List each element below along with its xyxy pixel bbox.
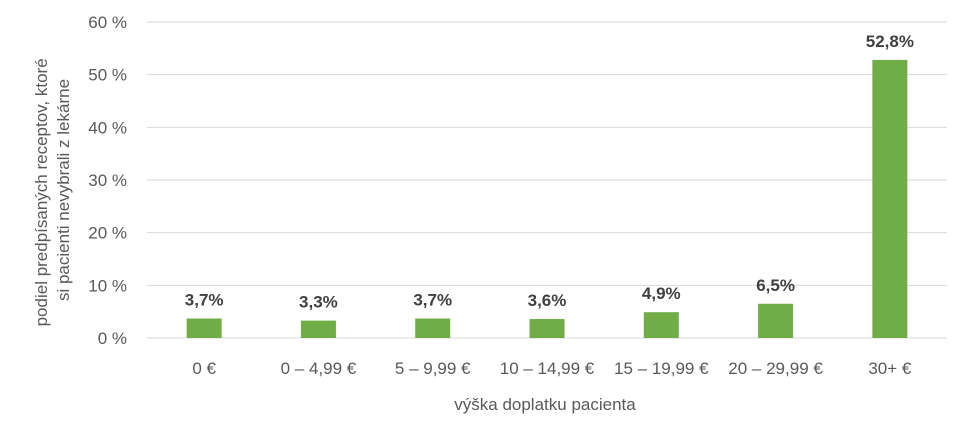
y-tick-label: 10 % xyxy=(88,276,127,295)
x-axis-title: výška doplatku pacienta xyxy=(454,395,636,414)
x-tick-label: 5 – 9,99 € xyxy=(395,359,471,378)
data-label: 3,7% xyxy=(413,291,452,310)
y-tick-label: 50 % xyxy=(88,66,127,85)
y-tick-label: 40 % xyxy=(88,118,127,137)
data-label: 52,8% xyxy=(866,32,914,51)
bars xyxy=(186,59,908,339)
bar xyxy=(186,318,222,338)
x-tick-label: 20 – 29,99 € xyxy=(728,359,823,378)
y-axis-title: podiel predpísaných receptov, ktoré si p… xyxy=(32,54,73,327)
data-label: 3,6% xyxy=(528,291,567,310)
bar xyxy=(872,59,908,339)
data-label: 4,9% xyxy=(642,284,681,303)
x-axis-ticks: 0 € 0 – 4,99 € 5 – 9,99 € 10 – 14,99 € 15 – … xyxy=(192,359,912,378)
x-tick-label: 30+ € xyxy=(868,359,912,378)
y-axis-title-line-2: si pacienti nevybrali z lekárne xyxy=(54,79,73,301)
data-label: 3,3% xyxy=(299,293,338,312)
x-tick-label: 0 – 4,99 € xyxy=(281,359,357,378)
y-tick-label: 0 % xyxy=(98,329,127,348)
y-tick-label: 60 % xyxy=(88,13,127,32)
y-tick-label: 30 % xyxy=(88,171,127,190)
gridlines xyxy=(147,21,947,339)
y-axis-ticks: 0 % 10 % 20 % 30 % 40 % 50 % 60 % xyxy=(88,13,127,348)
bar xyxy=(643,312,679,338)
bar xyxy=(415,318,451,338)
data-label: 3,7% xyxy=(185,291,224,310)
data-labels: 3,7% 3,3% 3,7% 3,6% 4,9% 6,5% 52,8% xyxy=(185,32,914,312)
x-tick-label: 10 – 14,99 € xyxy=(500,359,595,378)
y-axis-title-line-1: podiel predpísaných receptov, ktoré xyxy=(32,58,51,326)
y-tick-label: 20 % xyxy=(88,224,127,243)
bar xyxy=(300,320,336,338)
data-label: 6,5% xyxy=(756,276,795,295)
x-tick-label: 15 – 19,99 € xyxy=(614,359,709,378)
x-tick-label: 0 € xyxy=(192,359,216,378)
bar xyxy=(758,303,794,338)
bar xyxy=(529,319,565,338)
